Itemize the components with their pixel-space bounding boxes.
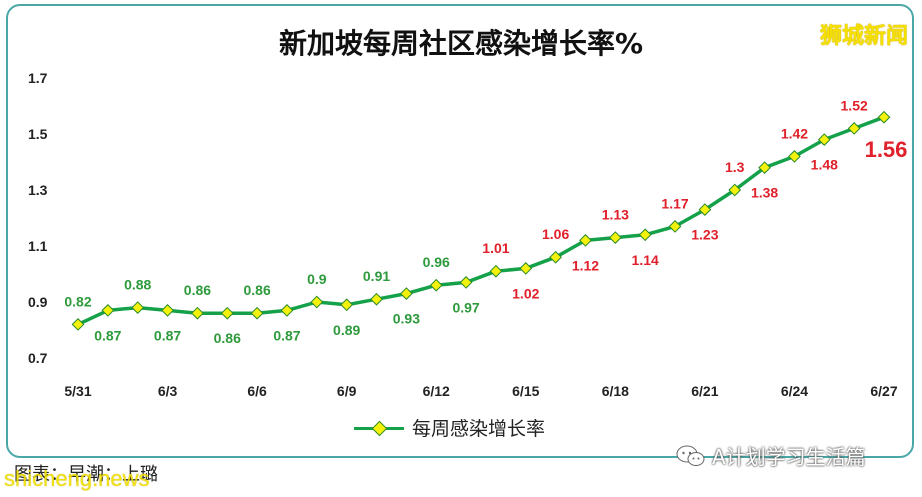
data-label: 0.87 bbox=[273, 327, 300, 343]
data-label: 1.56 bbox=[865, 137, 908, 162]
data-point bbox=[71, 318, 85, 331]
data-point bbox=[220, 306, 234, 320]
x-tick-label: 5/31 bbox=[64, 383, 91, 399]
legend-label: 每周感染增长率 bbox=[412, 418, 546, 440]
data-point bbox=[817, 133, 831, 146]
data-label: 1.02 bbox=[512, 285, 539, 301]
plot-area bbox=[62, 68, 900, 368]
y-tick-label: 1.7 bbox=[28, 70, 48, 86]
data-label: 0.89 bbox=[333, 322, 360, 338]
data-label: 0.86 bbox=[214, 330, 241, 346]
x-tick-label: 6/9 bbox=[337, 383, 357, 399]
data-label: 1.17 bbox=[661, 195, 688, 211]
data-point bbox=[101, 304, 115, 317]
legend-swatch bbox=[354, 420, 404, 436]
y-tick-label: 1.1 bbox=[28, 238, 48, 254]
data-point bbox=[340, 298, 354, 312]
data-label: 1.12 bbox=[572, 257, 599, 273]
data-label: 0.91 bbox=[363, 268, 390, 284]
data-point bbox=[489, 264, 503, 278]
data-point bbox=[429, 278, 443, 292]
legend: 每周感染增长率 bbox=[354, 414, 545, 441]
data-point bbox=[370, 292, 383, 306]
data-point bbox=[847, 122, 861, 135]
data-point bbox=[698, 203, 712, 216]
data-label: 0.87 bbox=[154, 327, 181, 343]
data-point bbox=[191, 306, 204, 320]
data-point bbox=[519, 262, 533, 275]
y-tick-label: 0.9 bbox=[28, 294, 48, 310]
x-tick-label: 6/6 bbox=[247, 383, 267, 399]
x-tick-label: 6/27 bbox=[870, 383, 897, 399]
x-tick-label: 6/18 bbox=[602, 383, 629, 399]
data-point bbox=[728, 183, 742, 197]
wechat-icon bbox=[676, 445, 705, 466]
x-tick-label: 6/21 bbox=[691, 383, 718, 399]
data-label: 1.52 bbox=[841, 97, 868, 113]
chart-title: 新加坡每周社区感染增长率% bbox=[278, 27, 644, 60]
data-label: 0.97 bbox=[452, 299, 479, 315]
data-point bbox=[250, 306, 264, 320]
data-point bbox=[788, 150, 801, 163]
watermark-right: A计划学习生活篇 bbox=[676, 441, 866, 470]
data-point bbox=[280, 304, 294, 317]
data-point bbox=[459, 276, 473, 289]
data-label: 0.93 bbox=[393, 311, 420, 327]
x-tick-label: 6/15 bbox=[512, 383, 539, 399]
data-label: 0.9 bbox=[307, 271, 327, 287]
data-label: 1.42 bbox=[781, 125, 808, 141]
data-label: 1.14 bbox=[632, 252, 659, 268]
chart-credit: 图表：早潮：上璐 bbox=[14, 464, 158, 485]
x-tick-label: 6/24 bbox=[781, 383, 808, 399]
data-label: 0.96 bbox=[423, 254, 450, 270]
watermark-left: shicheng.news bbox=[4, 466, 150, 491]
data-label: 1.01 bbox=[482, 240, 509, 256]
x-tick-label: 6/12 bbox=[423, 383, 450, 399]
data-point bbox=[161, 304, 174, 317]
data-label: 1.3 bbox=[725, 159, 745, 175]
data-point bbox=[668, 220, 682, 233]
y-tick-label: 1.5 bbox=[28, 126, 48, 142]
data-point bbox=[638, 228, 652, 242]
y-tick-label: 0.7 bbox=[28, 350, 48, 366]
y-tick-label: 1.3 bbox=[28, 182, 48, 198]
data-label: 0.86 bbox=[243, 282, 270, 298]
data-label: 1.13 bbox=[602, 207, 629, 223]
data-point bbox=[579, 234, 592, 247]
brand-logo-text: 狮城新闻 bbox=[819, 24, 908, 49]
data-point bbox=[549, 250, 562, 264]
data-label: 1.23 bbox=[691, 227, 718, 243]
data-label: 1.48 bbox=[811, 157, 838, 173]
data-point bbox=[877, 110, 891, 124]
data-point bbox=[131, 301, 145, 314]
x-tick-label: 6/3 bbox=[158, 383, 178, 399]
data-label: 0.88 bbox=[124, 277, 151, 293]
data-label: 1.38 bbox=[751, 185, 778, 201]
series-line bbox=[77, 115, 885, 326]
data-label: 1.06 bbox=[542, 226, 569, 242]
data-label: 0.82 bbox=[64, 293, 91, 309]
data-point bbox=[400, 287, 413, 300]
data-point bbox=[608, 231, 622, 244]
data-point bbox=[758, 161, 771, 174]
data-point bbox=[310, 295, 324, 309]
watermark-right-text: A计划学习生活篇 bbox=[712, 445, 866, 469]
data-label: 0.86 bbox=[184, 282, 211, 298]
data-label: 0.87 bbox=[94, 327, 121, 343]
